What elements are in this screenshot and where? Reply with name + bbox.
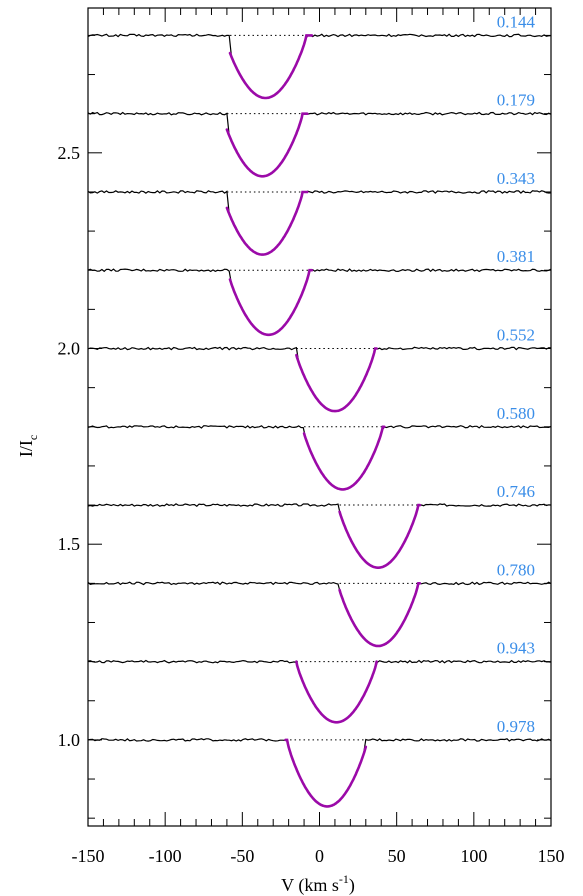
phase-labels: 0.144 0.179 0.343 0.381 0.552 0.580 0.746 0.780… xyxy=(497,12,536,735)
observed-profile xyxy=(87,581,552,647)
phase-label: 0.780 xyxy=(497,560,535,579)
observed-profile xyxy=(87,738,552,808)
axis-tick-labels: -150 -100 -50 0 50 100 150 1.0 1.5 2.0 2.5 xyxy=(58,143,565,866)
model-profile xyxy=(228,34,314,100)
phase-label: 0.144 xyxy=(497,12,536,31)
x-tick-label: 50 xyxy=(388,846,406,866)
phase-label: 0.746 xyxy=(497,482,535,501)
model-profile xyxy=(225,190,309,256)
phase-label: 0.552 xyxy=(497,326,535,345)
phase-label: 0.580 xyxy=(497,404,535,423)
x-tick-label: 150 xyxy=(538,846,565,866)
y-tick-label: 1.5 xyxy=(58,534,81,554)
line-profiles xyxy=(87,33,552,808)
model-profile xyxy=(295,347,378,413)
phase-label: 0.179 xyxy=(497,91,535,110)
x-tick-label: 100 xyxy=(460,846,487,866)
phase-label: 0.978 xyxy=(497,717,535,736)
x-axis-title: V (km s-1) xyxy=(281,872,355,896)
observed-profile xyxy=(87,503,552,569)
x-tick-label: -100 xyxy=(149,846,182,866)
phase-label: 0.343 xyxy=(497,169,535,188)
x-tick-label: 0 xyxy=(315,846,324,866)
observed-profile xyxy=(87,111,552,177)
phase-label: 0.381 xyxy=(497,247,535,266)
model-profile xyxy=(228,268,314,337)
y-axis-title: I/Ic xyxy=(16,435,40,457)
y-tick-label: 2.0 xyxy=(58,339,81,359)
model-profile xyxy=(295,660,378,724)
model-profile xyxy=(302,425,386,491)
x-tick-label: -50 xyxy=(230,846,254,866)
model-profile xyxy=(338,582,422,648)
model-profile xyxy=(284,738,368,808)
y-tick-label: 1.0 xyxy=(58,730,81,750)
axis-ticks xyxy=(87,8,552,826)
x-tick-label: -150 xyxy=(72,846,105,866)
y-tick-label: 2.5 xyxy=(58,143,81,163)
model-profile xyxy=(225,112,309,178)
observed-profile xyxy=(87,33,552,99)
observed-profile xyxy=(87,424,552,491)
plot-frame xyxy=(87,7,552,827)
phase-label: 0.943 xyxy=(497,639,535,658)
observed-profile xyxy=(87,268,552,336)
observed-profile xyxy=(87,190,552,256)
model-profile xyxy=(338,503,422,569)
